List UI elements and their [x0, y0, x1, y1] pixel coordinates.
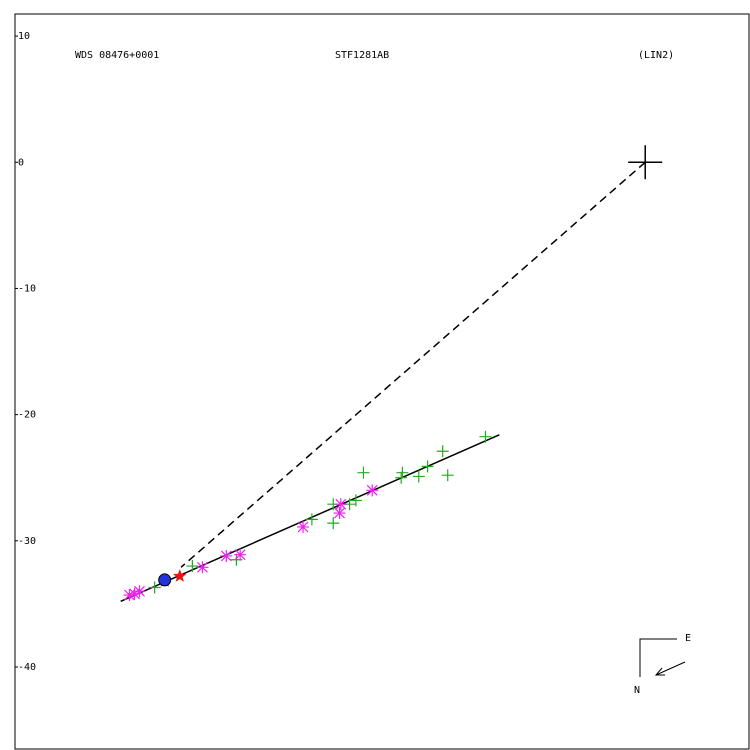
y-tick-label: 10	[18, 31, 30, 42]
point	[186, 560, 199, 573]
y-tick-label: -40	[18, 662, 36, 673]
point	[395, 471, 408, 484]
point	[333, 507, 346, 520]
point	[436, 445, 449, 458]
compass-axes	[639, 638, 677, 677]
point	[158, 573, 172, 587]
point	[441, 469, 454, 482]
primary-star	[628, 145, 663, 180]
plus-stroke	[436, 445, 449, 458]
plus-stroke	[412, 470, 425, 483]
point	[357, 466, 370, 479]
compass-north: N	[634, 685, 640, 696]
plus-stroke	[305, 513, 318, 526]
point	[396, 466, 409, 479]
point	[334, 498, 347, 511]
plus-stroke	[186, 560, 199, 573]
plus-stroke	[357, 466, 370, 479]
plus-stroke	[396, 466, 409, 479]
asterisk-stroke	[123, 589, 136, 602]
asterisk-stroke	[234, 548, 247, 561]
y-tick-label: 0	[18, 157, 24, 168]
plus-stroke	[148, 581, 161, 594]
asterisk-stroke	[196, 561, 209, 574]
point	[173, 569, 187, 582]
plus-stroke	[349, 494, 362, 507]
asterisk-stroke	[128, 587, 141, 600]
point	[479, 430, 492, 443]
node-line	[180, 161, 646, 568]
header-label: STF1281AB	[335, 50, 389, 61]
point	[366, 484, 379, 497]
plus-stroke	[479, 430, 492, 443]
compass-arrowhead	[654, 667, 665, 676]
point	[327, 517, 340, 530]
point	[128, 587, 141, 600]
asterisk-stroke	[133, 585, 146, 598]
plus-stroke	[441, 469, 454, 482]
fit-line	[120, 434, 500, 603]
circle-shape	[158, 573, 172, 587]
star-shape	[173, 569, 187, 582]
point	[234, 548, 247, 561]
compass-arrow	[655, 661, 686, 676]
point	[349, 494, 362, 507]
asterisk-stroke	[333, 507, 346, 520]
point	[220, 549, 233, 562]
y-tick-label: -30	[18, 536, 36, 547]
plus-stroke	[327, 517, 340, 530]
compass-east: E	[685, 633, 691, 644]
asterisk-stroke	[297, 520, 310, 533]
point	[305, 513, 318, 526]
point	[133, 585, 146, 598]
asterisk-stroke	[366, 484, 379, 497]
primary-cross	[628, 145, 663, 180]
plus-stroke	[421, 460, 434, 473]
y-tick-label: -20	[18, 410, 36, 421]
y-tick-label: -10	[18, 283, 36, 294]
point	[196, 561, 209, 574]
point	[297, 520, 310, 533]
plus-stroke	[395, 471, 408, 484]
point	[148, 581, 161, 594]
point	[421, 460, 434, 473]
compass	[639, 638, 686, 677]
asterisk-stroke	[334, 498, 347, 511]
header-label: (LIN2)	[638, 50, 674, 61]
point	[123, 589, 136, 602]
header-label: WDS 08476+0001	[75, 50, 159, 61]
asterisk-stroke	[220, 549, 233, 562]
point	[412, 470, 425, 483]
plot-frame	[14, 13, 750, 750]
